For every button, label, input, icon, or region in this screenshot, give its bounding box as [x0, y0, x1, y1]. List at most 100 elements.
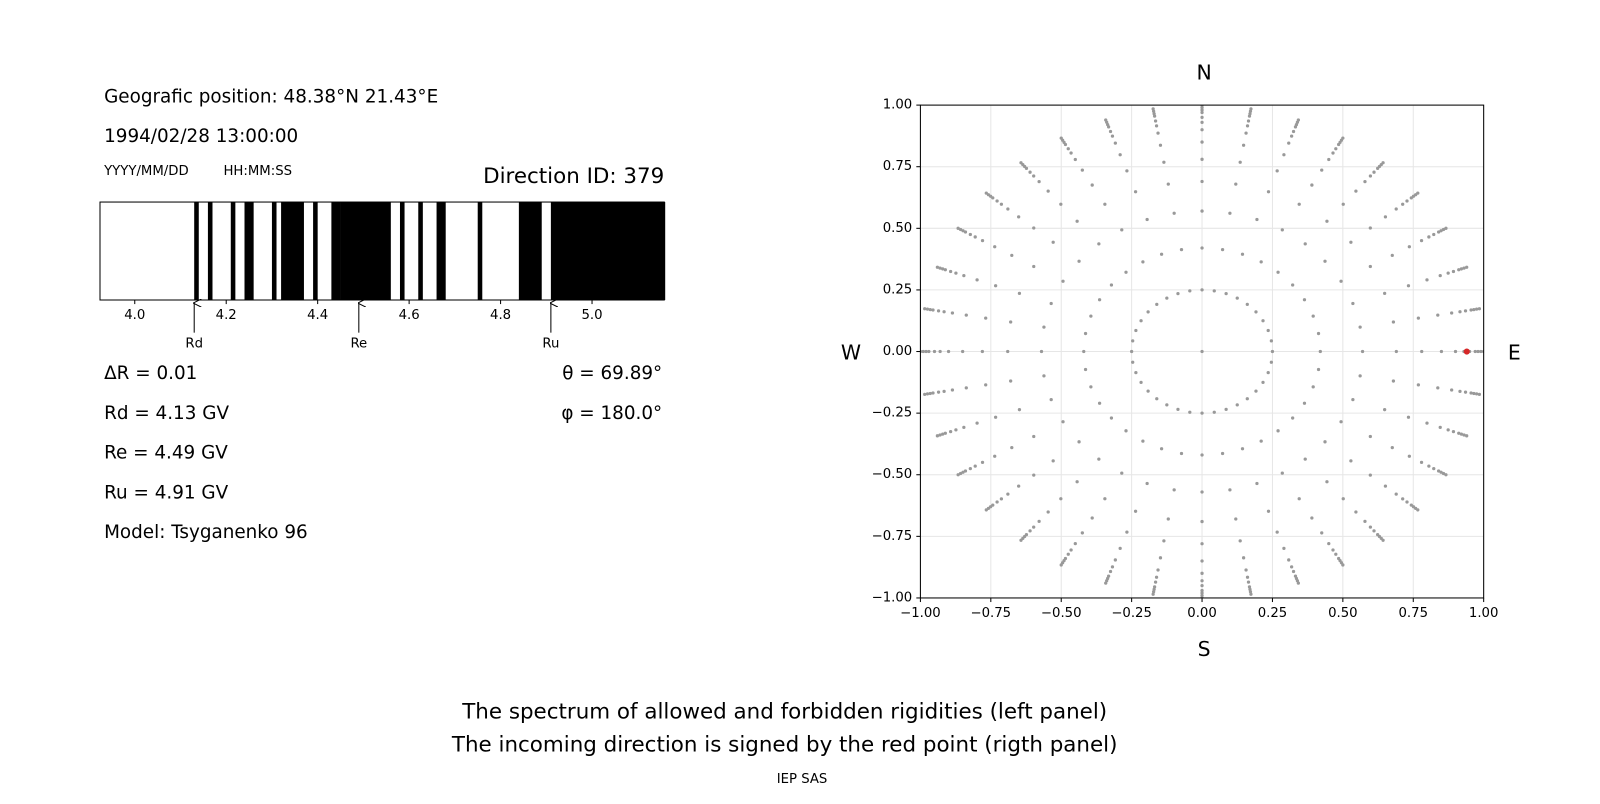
direction-point — [1463, 309, 1468, 313]
direction-point — [956, 226, 960, 230]
direction-point — [1341, 202, 1345, 206]
direction-point — [946, 349, 951, 354]
direction-point — [1351, 301, 1355, 306]
direction-point — [1438, 425, 1442, 430]
direction-point — [1266, 328, 1270, 333]
direction-point — [1432, 232, 1436, 237]
direction-point — [1457, 431, 1461, 435]
direction-point — [1131, 360, 1135, 364]
direction-point — [1419, 239, 1424, 243]
direction-point — [1275, 530, 1279, 534]
direction-point — [1009, 320, 1013, 324]
x-tick-label: 0.75 — [1399, 606, 1429, 621]
direction-point — [1349, 459, 1353, 463]
direction-point — [1006, 349, 1010, 354]
phi: φ = 180.0° — [561, 403, 662, 424]
direction-point — [1425, 278, 1429, 282]
direction-point — [958, 227, 963, 232]
direction-point — [1108, 569, 1113, 574]
x-tick-label: 0.50 — [1328, 606, 1358, 621]
direction-point — [1154, 124, 1159, 128]
direction-point — [1172, 488, 1176, 492]
direction-point — [1104, 118, 1108, 122]
direction-point — [1241, 143, 1246, 147]
direction-point — [1134, 370, 1138, 375]
direction-point — [1200, 157, 1204, 161]
direction-point — [1266, 190, 1271, 194]
direction-point — [1162, 539, 1166, 543]
direction-point — [1097, 457, 1101, 461]
direction-point — [1166, 182, 1170, 186]
incoming-direction — [1463, 348, 1470, 355]
direction-point — [1200, 140, 1204, 144]
direction-point — [1436, 230, 1441, 234]
x-tick-label: 4.6 — [399, 308, 420, 323]
direction-point — [1381, 161, 1385, 165]
direction-point — [1019, 161, 1023, 165]
direction-point — [1152, 585, 1157, 589]
direction-point — [1383, 408, 1387, 412]
y-tick-label: 0.00 — [883, 344, 913, 359]
direction-point — [1118, 153, 1122, 157]
y-tick-label: −1.00 — [872, 590, 913, 605]
direction-point — [1358, 374, 1362, 378]
direction-point — [931, 308, 935, 312]
direction-point — [1075, 219, 1079, 223]
direction-point — [1282, 153, 1286, 157]
direction-point — [1255, 481, 1259, 486]
direction-point — [1125, 530, 1129, 534]
direction-point — [1269, 360, 1274, 364]
marker-label: Re — [350, 336, 367, 351]
direction-point — [1244, 131, 1248, 135]
direction-point — [1200, 120, 1204, 124]
direction-point — [1269, 339, 1274, 343]
direction-point — [1073, 541, 1077, 546]
direction-point — [1006, 207, 1010, 211]
direction-point — [1444, 226, 1448, 230]
direction-point — [1339, 279, 1343, 283]
direction-point — [1234, 182, 1238, 186]
direction-point — [1075, 480, 1079, 484]
direction-point — [1289, 134, 1294, 138]
direction-point — [1234, 517, 1238, 521]
direction-point — [1354, 510, 1358, 514]
direction-point — [1289, 565, 1294, 569]
direction-point — [999, 497, 1004, 501]
direction-point — [1145, 217, 1149, 222]
x-tick-label: 5.0 — [581, 308, 602, 323]
direction-point — [1113, 558, 1117, 562]
direction-point — [1059, 497, 1063, 501]
direction-point — [1261, 319, 1265, 323]
direction-point — [1390, 253, 1394, 258]
direction-point — [1458, 310, 1462, 314]
direction-point — [1391, 320, 1396, 324]
forbidden-band — [244, 202, 254, 300]
credit: IEP SAS — [777, 772, 828, 787]
y-tick-label: 0.50 — [883, 221, 913, 236]
direction-point — [1457, 268, 1461, 272]
x-tick-label: −0.25 — [1111, 606, 1152, 621]
direction-point — [1188, 289, 1192, 293]
direction-point — [1302, 298, 1307, 302]
direction-point — [1109, 283, 1114, 287]
direction-point — [1341, 563, 1345, 567]
direction-point — [956, 473, 960, 477]
direction-point — [1476, 349, 1480, 354]
direction-point — [963, 469, 968, 473]
direction-point — [1450, 311, 1454, 315]
x-tick-label: 0.00 — [1187, 606, 1217, 621]
direction-point — [1383, 291, 1387, 296]
direction-point — [1416, 191, 1420, 195]
direction-point — [1049, 301, 1053, 306]
direction-point — [995, 500, 999, 504]
direction-point — [1069, 151, 1073, 155]
direction-point — [1151, 592, 1155, 596]
direction-point — [968, 466, 972, 471]
direction-point — [1139, 380, 1143, 384]
direction-point — [1458, 389, 1462, 393]
direction-point — [1097, 401, 1102, 405]
direction-point — [961, 229, 965, 233]
direction-point — [1394, 349, 1398, 354]
caption: The spectrum of allowed and forbidden ri… — [461, 700, 1107, 725]
